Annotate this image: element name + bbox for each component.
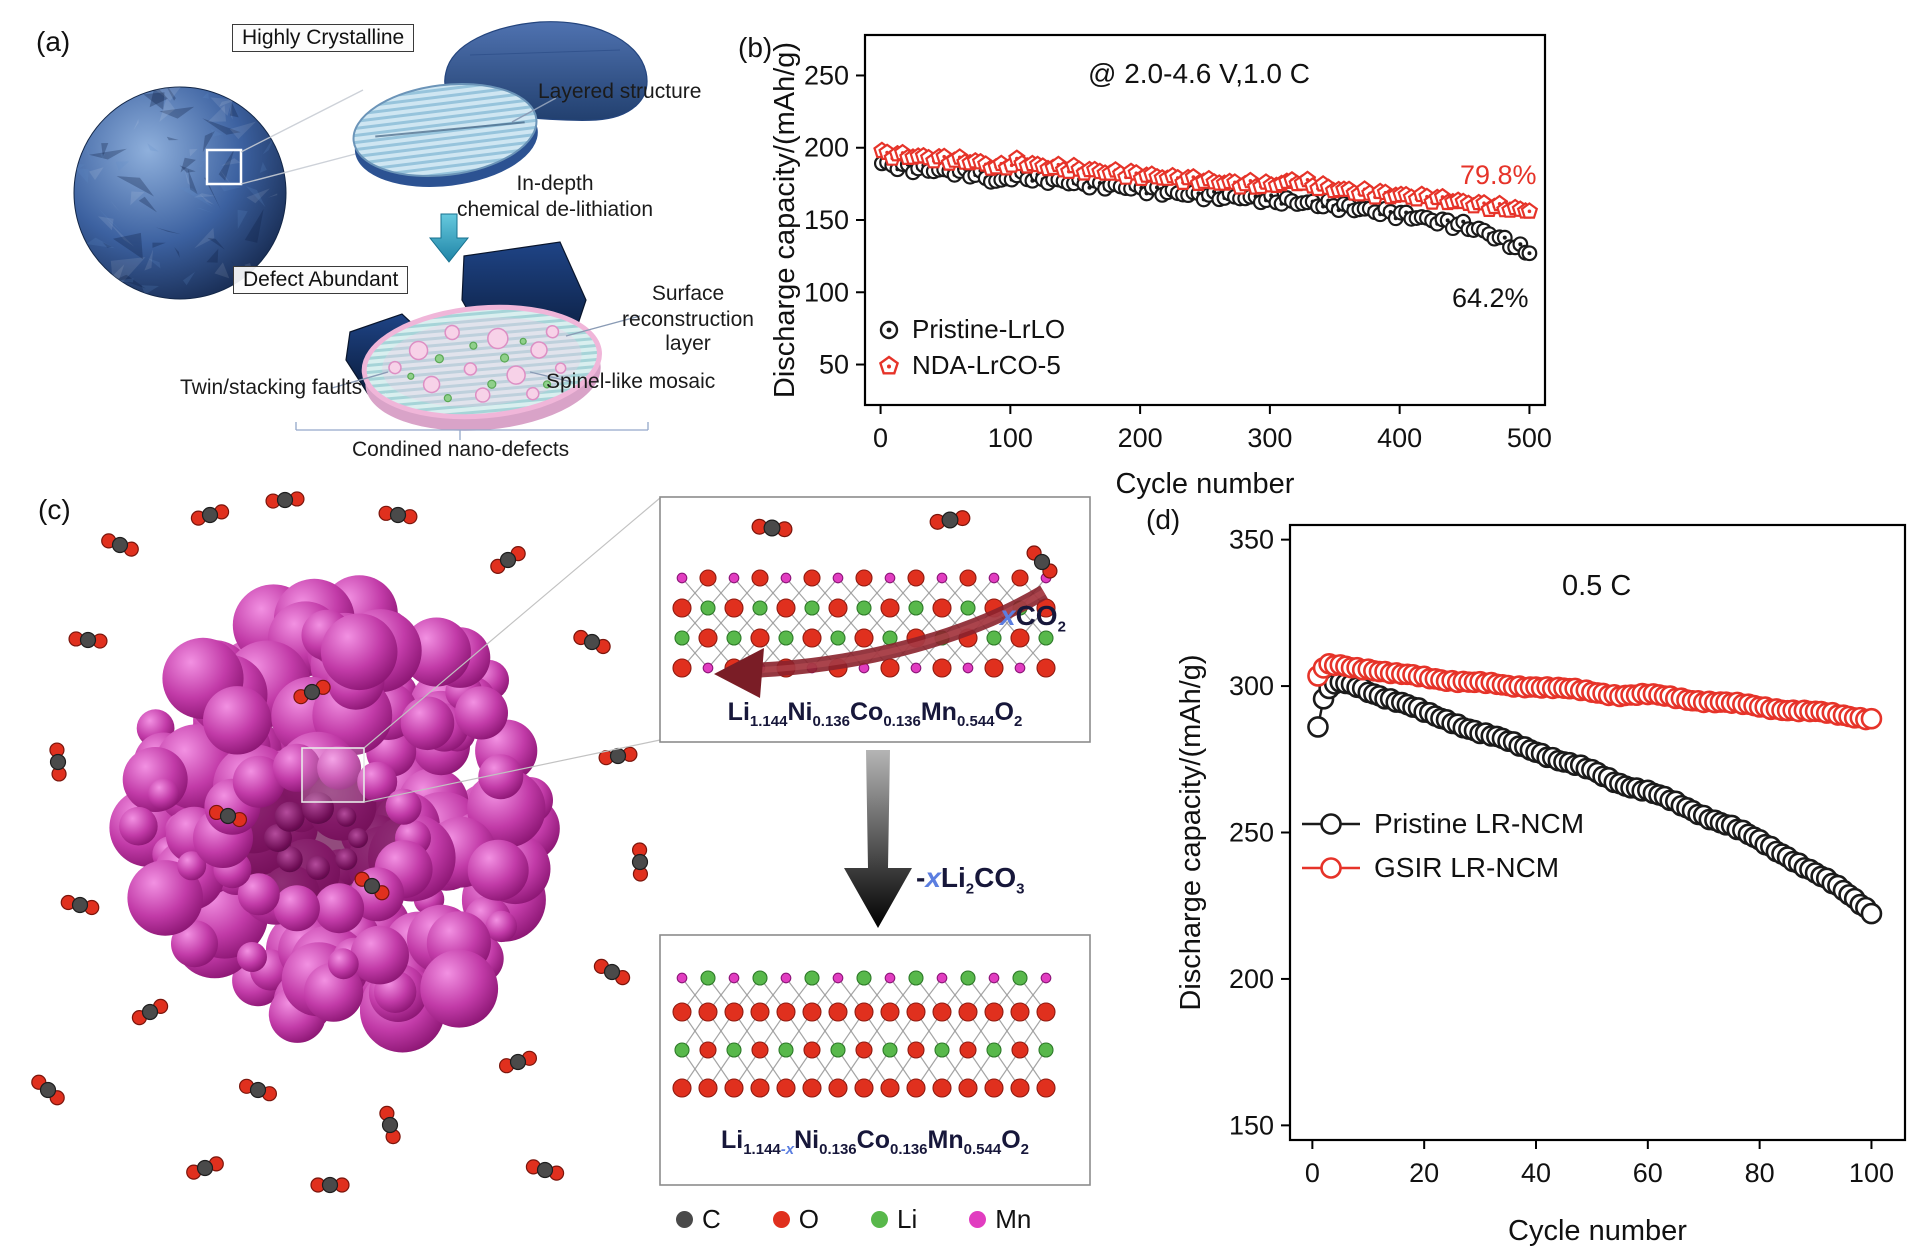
chart-d-legend-row-pristine: Pristine LR-NCM [1300, 808, 1584, 840]
panel-a-schematic [73, 21, 649, 440]
svg-text:350: 350 [1229, 525, 1274, 555]
atom-legend-item: Li [871, 1204, 917, 1235]
process-text-line2: chemical de-lithiation [456, 198, 654, 221]
chart-b-legend-row-pristine: Pristine-LrLO [876, 314, 1065, 345]
twin-stacking-faults-label: Twin/stacking faults [180, 376, 363, 399]
chart-d-legend-label-pristine: Pristine LR-NCM [1374, 808, 1585, 839]
atom-color-dot [871, 1211, 889, 1228]
svg-text:300: 300 [1229, 671, 1274, 701]
svg-text:Discharge capacity/(mAh/g): Discharge capacity/(mAh/g) [1175, 654, 1207, 1010]
svg-text:80: 80 [1745, 1158, 1775, 1188]
chart-b-condition-annotation: @ 2.0-4.6 V,1.0 C [1088, 58, 1310, 89]
combined-nano-defects-label: Condined nano-defects [352, 438, 570, 461]
svg-text:0: 0 [1305, 1158, 1320, 1188]
svg-text:100: 100 [804, 277, 849, 307]
atom-legend-item: C [676, 1204, 721, 1235]
chart-b-retention-red: 79.8% [1460, 160, 1537, 190]
svg-text:50: 50 [819, 350, 849, 380]
chart-d-plot: 0 20 40 60 80 100 150 200 250 300 350 Cycle number D… [1175, 523, 1907, 1247]
svg-text:200: 200 [804, 133, 849, 163]
chart-b-legend-row-nda: NDA-LrCO-5 [876, 350, 1065, 381]
svg-text:20: 20 [1409, 1158, 1439, 1188]
formula-delithiated: Li1.144-xNi0.136Co0.136Mn0.544O2 [721, 1126, 1029, 1158]
chart-b-retention-black: 64.2% [1452, 283, 1529, 313]
atom-color-dot [772, 1211, 790, 1228]
svg-text:400: 400 [1377, 423, 1422, 453]
chart-b-legend-label-pristine: Pristine-LrLO [912, 314, 1066, 344]
svg-text:200: 200 [1118, 423, 1163, 453]
process-text-line1: In-depth [516, 172, 594, 195]
atom-legend-label: O [798, 1204, 820, 1234]
panel-b-label: (b) [738, 32, 773, 63]
svg-text:100: 100 [1849, 1158, 1894, 1188]
atom-legend-item: Mn [969, 1204, 1031, 1235]
chart-b-legend-label-nda: NDA-LrCO-5 [912, 350, 1061, 380]
spinel-like-mosaic-label: Spinel-like mosaic [546, 370, 716, 393]
highly-crystalline-label: Highly Crystalline [232, 24, 415, 52]
surface-reconstruction-label-line2: reconstruction layer [622, 308, 754, 355]
svg-text:150: 150 [1229, 1110, 1274, 1140]
chart-d-legend: Pristine LR-NCM GSIR LR-NCM [1300, 808, 1584, 884]
line-circle-marker-red-icon [1302, 857, 1360, 879]
chart-d-legend-row-gsir: GSIR LR-NCM [1300, 852, 1584, 884]
atom-legend-label: Li [897, 1204, 918, 1234]
atom-color-dot [969, 1211, 987, 1228]
svg-text:100: 100 [988, 423, 1033, 453]
odot-marker-icon [879, 320, 899, 339]
formula-pristine: Li1.144Ni0.136Co0.136Mn0.544O2 [727, 698, 1023, 730]
line-circle-marker-black-icon [1302, 813, 1360, 835]
atom-legend-item: O [772, 1204, 820, 1235]
chart-b-legend: Pristine-LrLO NDA-LrCO-5 [876, 314, 1065, 381]
panel-c-label: (c) [38, 494, 71, 525]
svg-text:250: 250 [804, 60, 849, 90]
chart-d-rate-annotation: 0.5 C [1562, 570, 1632, 602]
svg-text:300: 300 [1247, 423, 1292, 453]
panel-d-label: (d) [1146, 504, 1181, 535]
pentagon-marker-icon [878, 355, 900, 374]
atom-legend: C O Li Mn [676, 1204, 1031, 1235]
co2-release-label: xCO2 [1000, 600, 1066, 636]
svg-text:250: 250 [1229, 818, 1274, 848]
atom-color-dot [676, 1211, 693, 1228]
svg-text:200: 200 [1229, 964, 1274, 994]
atom-legend-label: Mn [995, 1204, 1032, 1234]
defect-abundant-label: Defect Abundant [233, 266, 409, 294]
svg-text:Cycle number: Cycle number [1116, 468, 1295, 500]
panel-a-label: (a) [36, 26, 71, 57]
chart-d-legend-label-gsir: GSIR LR-NCM [1374, 852, 1560, 883]
svg-text:60: 60 [1633, 1158, 1663, 1188]
atom-legend-label: C [702, 1204, 721, 1234]
surface-reconstruction-label-line1: Surface [651, 282, 725, 305]
svg-text:150: 150 [804, 205, 849, 235]
li2co3-label: -xLi2CO3 [916, 862, 1025, 898]
svg-text:0: 0 [873, 423, 888, 453]
chart-b-plot: 0 100 200 300 400 500 50 100 150 200 250 Cycle numb… [769, 33, 1552, 500]
svg-text:Discharge capacity/(mAh/g): Discharge capacity/(mAh/g) [769, 42, 801, 398]
panel-c-schematic [31, 491, 1091, 1194]
svg-text:500: 500 [1507, 423, 1552, 453]
svg-text:40: 40 [1521, 1158, 1551, 1188]
layered-structure-label: Layered structure [538, 80, 702, 103]
svg-text:Cycle number: Cycle number [1508, 1215, 1687, 1247]
